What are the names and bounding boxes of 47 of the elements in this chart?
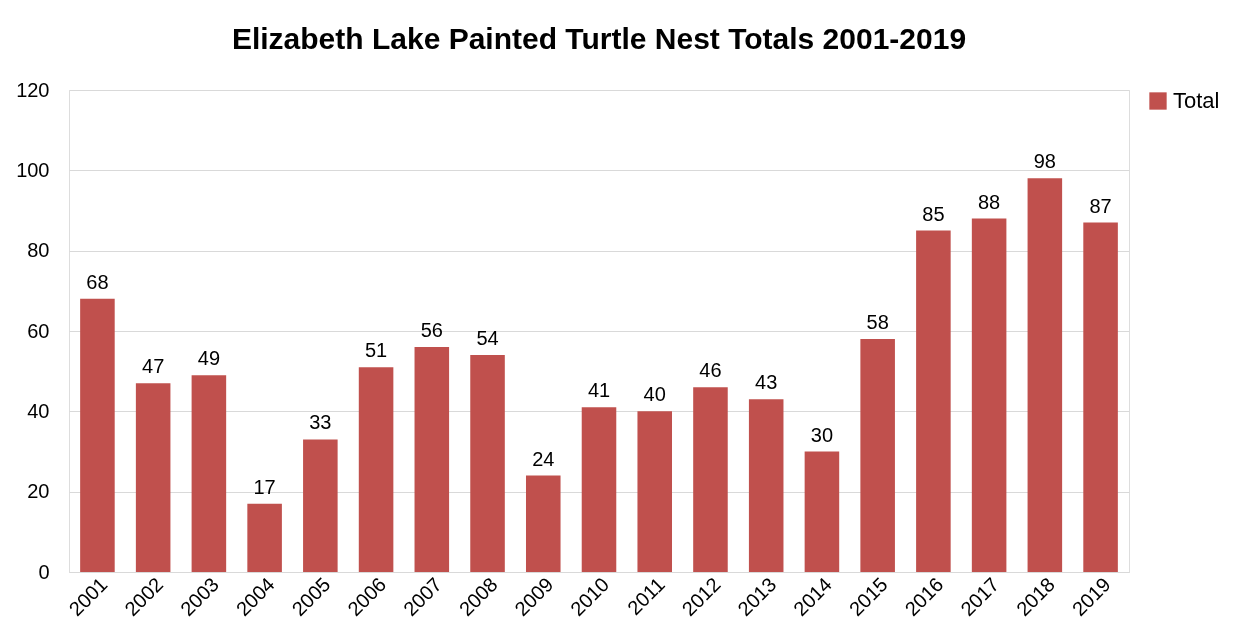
bar: [358, 367, 394, 572]
bar: [804, 451, 840, 572]
bar: [581, 407, 617, 572]
bar: [525, 475, 561, 572]
data-label: 56: [420, 319, 443, 342]
bar: [80, 298, 115, 572]
data-label: 85: [922, 202, 945, 225]
bar: [1027, 178, 1063, 572]
chart-title: Elizabeth Lake Painted Turtle Nest Totals 2001-2019: [231, 22, 967, 55]
bar: [470, 355, 505, 572]
data-label: 68: [86, 270, 109, 293]
data-label: 88: [977, 190, 1001, 213]
data-label: 98: [1033, 150, 1056, 173]
bar: [916, 230, 951, 572]
data-label: 41: [587, 379, 611, 402]
y-tick-label: 0: [38, 560, 50, 583]
data-label: 33: [309, 411, 332, 434]
bar: [247, 503, 282, 572]
bar: [971, 218, 1007, 572]
bar: [748, 399, 784, 572]
bar: [637, 411, 673, 572]
data-label: 40: [643, 383, 666, 406]
data-label: 17: [253, 475, 276, 498]
y-tick-label: 60: [27, 319, 50, 342]
bar: [191, 375, 227, 572]
data-label: 49: [197, 347, 221, 370]
data-label: 87: [1089, 194, 1112, 217]
y-tick-label: 100: [16, 158, 50, 181]
data-label: 58: [866, 311, 889, 334]
data-label: 51: [364, 339, 388, 362]
legend-label: Total: [1173, 88, 1220, 113]
data-label: 30: [810, 423, 834, 446]
y-tick-label: 40: [27, 399, 50, 422]
y-tick-label: 120: [16, 78, 50, 101]
data-label: 43: [755, 371, 778, 394]
bar: [860, 339, 895, 572]
data-label: 54: [476, 327, 499, 350]
data-label: 24: [532, 447, 555, 470]
data-label: 46: [699, 359, 722, 382]
y-tick-label: 80: [27, 239, 50, 262]
bar: [303, 439, 338, 572]
y-tick-label: 20: [27, 480, 50, 503]
bar: [135, 383, 171, 572]
bar: [693, 387, 728, 572]
bar: [414, 347, 450, 572]
data-label: 47: [142, 355, 165, 378]
bar: [1083, 222, 1118, 572]
